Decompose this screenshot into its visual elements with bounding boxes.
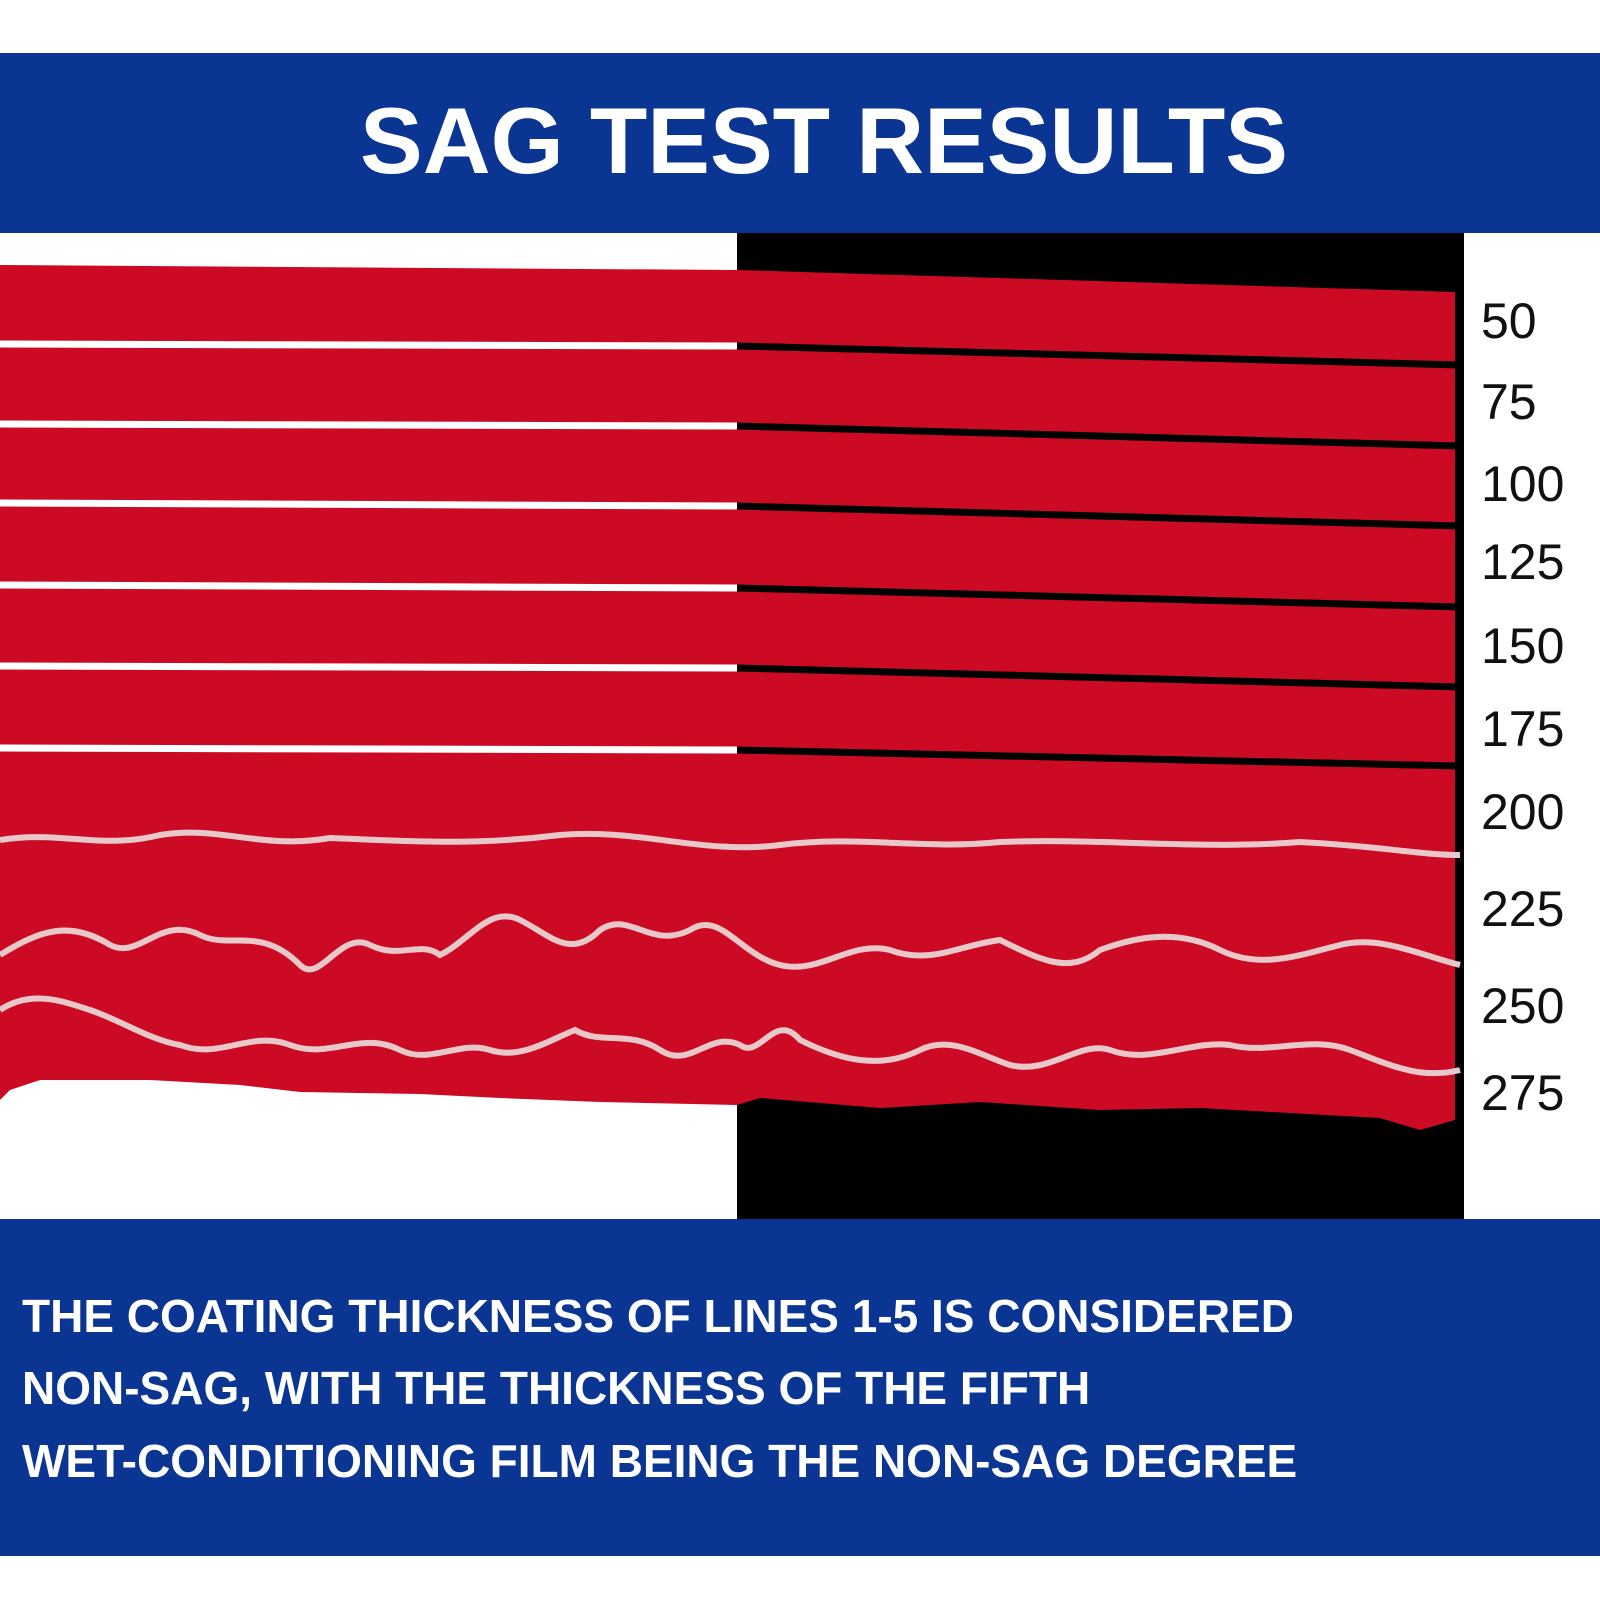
- thickness-label: 200: [1481, 784, 1564, 840]
- header-band: [0, 53, 1600, 233]
- red-stripes: [0, 265, 1455, 1130]
- thickness-label: 225: [1481, 881, 1564, 937]
- caption-band: [0, 1219, 1600, 1556]
- thickness-label: 275: [1481, 1065, 1564, 1121]
- caption-line: WET-CONDITIONING FILM BEING THE NON-SAG …: [22, 1435, 1297, 1487]
- caption-line: THE COATING THICKNESS OF LINES 1-5 IS CO…: [22, 1290, 1294, 1342]
- separators: [0, 340, 1461, 770]
- thickness-label: 75: [1481, 374, 1537, 430]
- thickness-label: 50: [1481, 293, 1537, 349]
- title: SAG TEST RESULTS: [360, 88, 1288, 193]
- thickness-label: 125: [1481, 534, 1564, 590]
- thickness-label: 250: [1481, 978, 1564, 1034]
- thickness-label: 100: [1481, 456, 1564, 512]
- sag-lines: [0, 829, 1461, 1077]
- thickness-label: 150: [1481, 618, 1564, 674]
- caption-line: NON-SAG, WITH THE THICKNESS OF THE FIFTH: [22, 1362, 1090, 1414]
- thickness-label: 175: [1481, 701, 1564, 757]
